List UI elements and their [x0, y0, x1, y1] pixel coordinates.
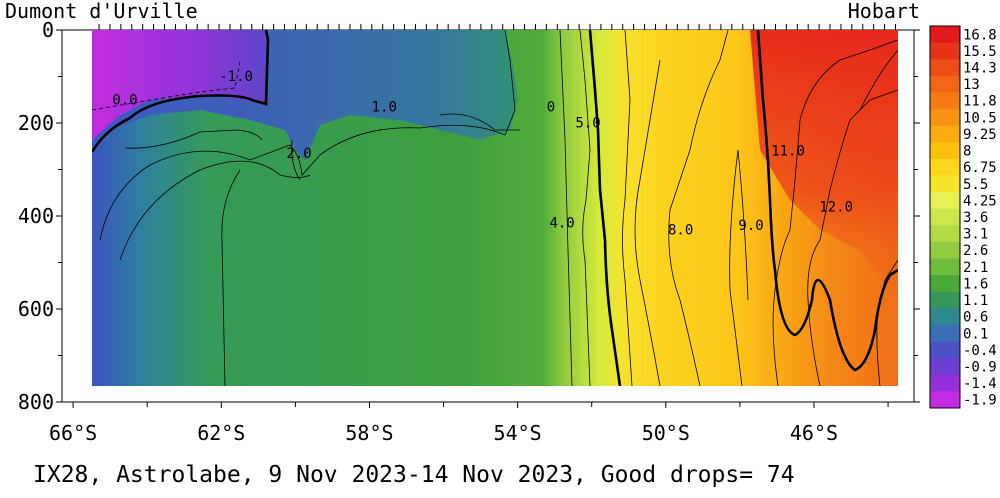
colorbar-label: 4.25: [963, 193, 997, 209]
colorbar-label: 10.5: [963, 110, 997, 126]
y-tick-label: 400: [18, 204, 54, 228]
colorbar-segment: [930, 341, 960, 359]
bold-contour-lines: [92, 30, 898, 386]
data-field: -1.0 0.0 1.0 2.0 0 5.0 4.0 8.0 9.0 11.0 12.0: [92, 30, 898, 386]
colorbar-label: 0.6: [963, 310, 988, 326]
x-axis: 66°S 62°S 58°S 54°S 50°S 46°S: [49, 402, 889, 445]
colorbar: 16.815.514.31311.810.59.2586.755.54.253.…: [929, 25, 997, 409]
contour-label: 5.0: [575, 116, 600, 132]
contour-labels: -1.0 0.0 1.0 2.0 0 5.0 4.0 8.0 9.0 11.0 12.0: [112, 69, 853, 238]
title-right: Hobart: [848, 0, 920, 23]
station-ticks: [98, 24, 896, 30]
contour-label: 2.0: [286, 146, 311, 162]
colorbar-label: 3.1: [963, 227, 988, 243]
x-tick-label: 58°S: [345, 421, 393, 445]
colorbar-segment: [930, 125, 960, 143]
title-left: Dumont d'Urville: [5, 0, 198, 23]
contour-label: 0: [547, 99, 555, 115]
colorbar-label: -0.4: [963, 343, 997, 359]
warm-core: [750, 30, 898, 300]
colorbar-segment: [930, 308, 960, 326]
colorbar-label: 0.1: [963, 326, 988, 342]
colorbar-label: 15.5: [963, 44, 997, 60]
colorbar-label: -0.9: [963, 359, 997, 375]
colorbar-segment: [930, 358, 960, 376]
y-tick-label: 0: [42, 18, 54, 42]
colorbar-segment: [930, 142, 960, 160]
contour-label: 8.0: [668, 223, 693, 239]
colorbar-frame: [929, 25, 961, 409]
colorbar-label: 14.3: [963, 61, 997, 77]
y-tick-label: 200: [18, 111, 54, 135]
colorbar-segment: [930, 109, 960, 127]
colorbar-segment: [930, 275, 960, 293]
colorbar-segment: [930, 192, 960, 210]
colorbar-segment: [930, 175, 960, 193]
blue-water: [92, 30, 518, 160]
colorbar-segment: [930, 92, 960, 110]
x-tick-label: 62°S: [197, 421, 245, 445]
colorbar-segment: [930, 391, 960, 409]
contour-label: 0.0: [112, 92, 137, 108]
colorbar-segment: [930, 291, 960, 309]
colorbar-label: 8: [963, 144, 971, 160]
x-tick-label: 50°S: [642, 421, 690, 445]
colorbar-segment: [930, 59, 960, 77]
y-axis: 0 200 400 600 800: [18, 18, 920, 414]
colorbar-label: 16.8: [963, 27, 997, 43]
colorbar-label: 1.6: [963, 276, 988, 292]
y-tick-label: 800: [18, 390, 54, 414]
colorbar-segment: [930, 324, 960, 343]
colorbar-label: 11.8: [963, 94, 997, 110]
colorbar-segment: [930, 225, 960, 243]
x-tick-label: 54°S: [494, 421, 542, 445]
colorbar-label: -1.9: [963, 393, 997, 409]
cold-surface-water: [92, 30, 268, 140]
contour-label: -1.0: [219, 69, 253, 85]
y-tick-label: 600: [18, 297, 54, 321]
colorbar-label: 2.6: [963, 243, 988, 259]
colorbar-label: 5.5: [963, 177, 988, 193]
colorbar-label: 9.25: [963, 127, 997, 143]
contour-label: 12.0: [819, 199, 853, 215]
x-tick-label: 46°S: [790, 421, 838, 445]
colorbar-label: 13: [963, 77, 980, 93]
contour-lines: [92, 30, 898, 386]
contour-label: 11.0: [771, 144, 805, 160]
colorbar-segment: [930, 208, 960, 226]
colorbar-label: 3.6: [963, 210, 988, 226]
colorbar-segment: [930, 374, 960, 392]
contour-label: 4.0: [549, 216, 574, 232]
colorbar-label: 1.1: [963, 293, 988, 309]
colorbar-segment: [930, 75, 960, 93]
colorbar-segment: [930, 258, 960, 276]
colorbar-segment: [930, 42, 960, 60]
colorbar-label: 6.75: [963, 160, 997, 176]
colorbar-segment: [930, 26, 960, 44]
contour-label: 1.0: [372, 99, 397, 115]
chart-caption: IX28, Astrolabe, 9 Nov 2023-14 Nov 2023,…: [33, 462, 795, 488]
colorbar-segment: [930, 158, 960, 176]
contour-label: 9.0: [738, 218, 763, 234]
colorbar-label: 2.1: [963, 260, 988, 276]
colorbar-segment: [930, 241, 960, 260]
colorbar-label: -1.4: [963, 376, 997, 392]
x-tick-label: 66°S: [49, 421, 97, 445]
